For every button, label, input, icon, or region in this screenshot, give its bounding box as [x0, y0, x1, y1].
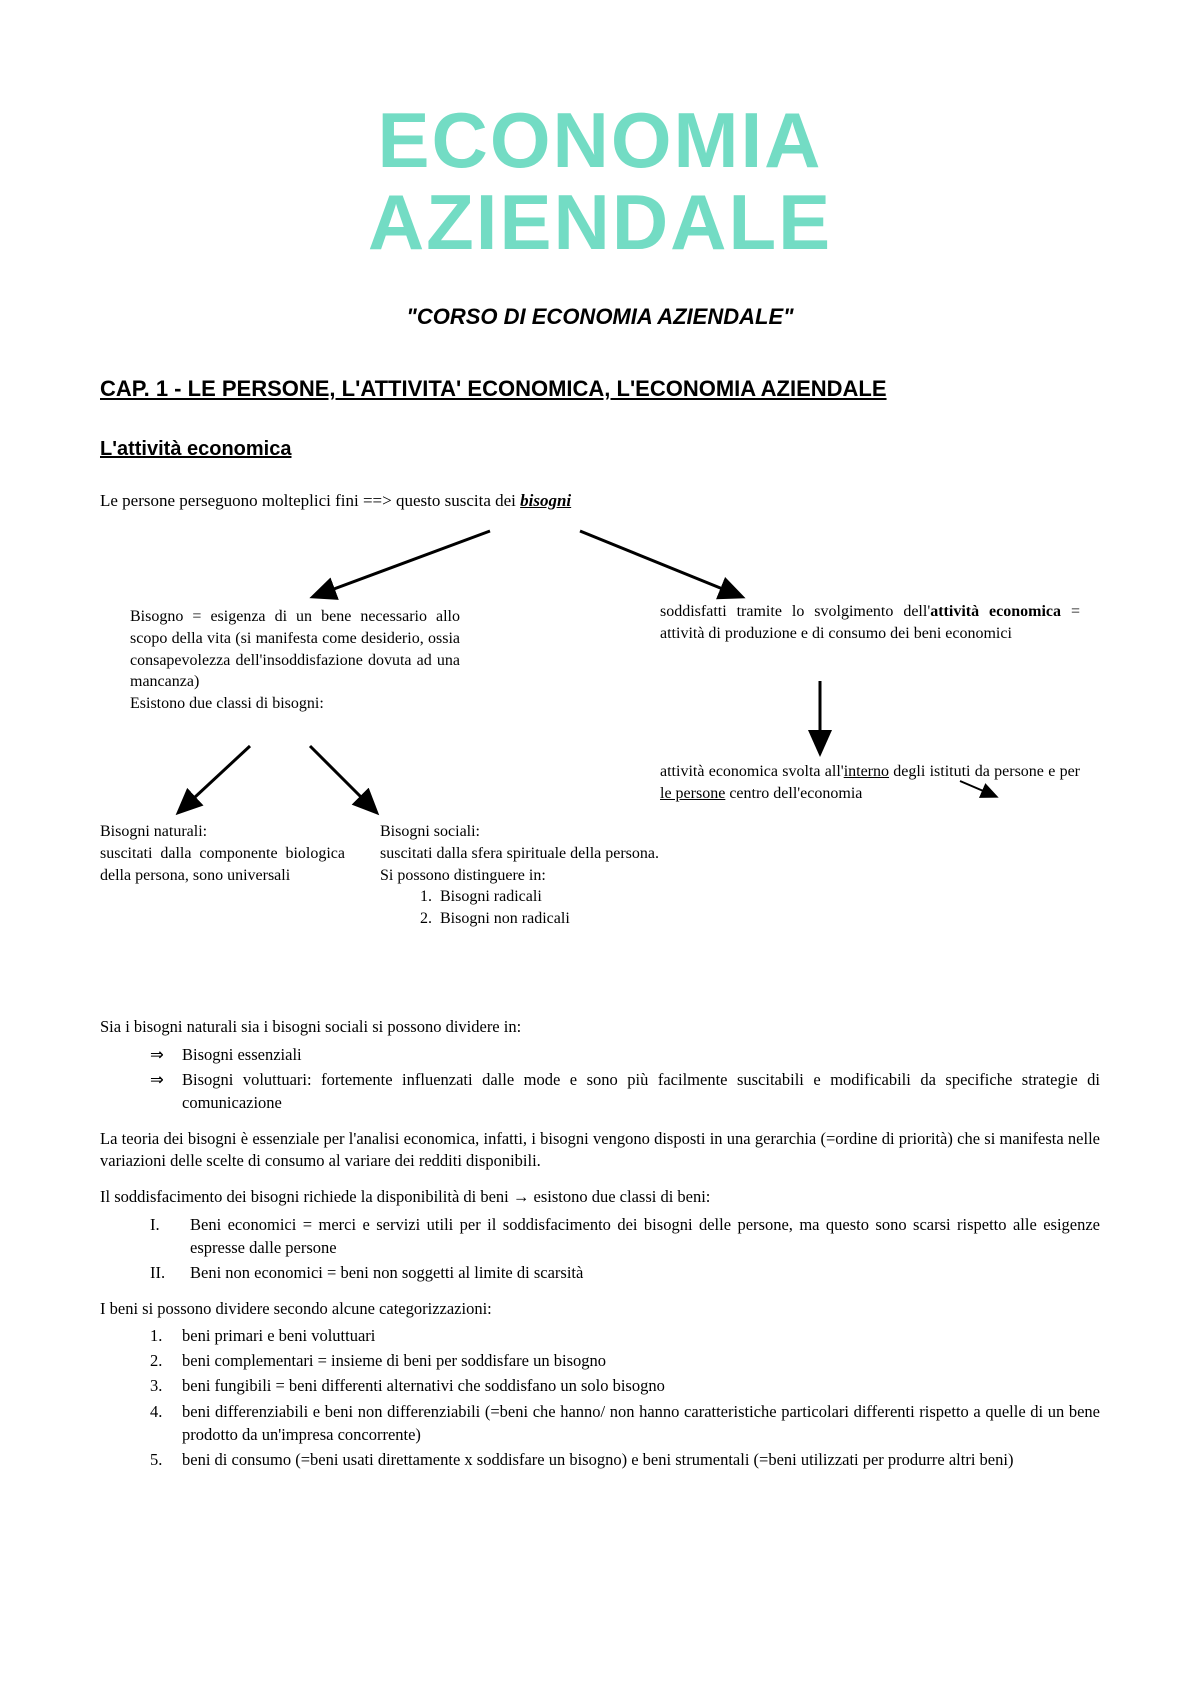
bisogno-definition: Bisogno = esigenza di un bene necessario… — [130, 606, 460, 714]
beni-classes-list: I. Beni economici = merci e servizi util… — [100, 1213, 1100, 1284]
intro-emphasis: bisogni — [520, 491, 571, 510]
diagram: Bisogno = esigenza di un bene necessario… — [100, 521, 1100, 1001]
para-soddisfacimento: Il soddisfacimento dei bisogni richiede … — [100, 1186, 1100, 1208]
list-item: 4. beni differenziabili e beni non diffe… — [100, 1400, 1100, 1446]
list-item: 2. beni complementari = insieme di beni … — [100, 1349, 1100, 1372]
list-marker: I. — [150, 1213, 190, 1259]
attivita-pre: soddisfatti tramite lo svolgimento dell' — [660, 603, 930, 620]
list-marker: 4. — [150, 1400, 182, 1446]
interno-mid: degli istituti da persone e per — [889, 763, 1080, 780]
list-item: I. Beni economici = merci e servizi util… — [100, 1213, 1100, 1259]
list-item: 1. beni primari e beni voluttuari — [100, 1324, 1100, 1347]
interno-u1: interno — [844, 763, 889, 780]
bisogni-sociali: Bisogni sociali: suscitati dalla sfera s… — [380, 821, 660, 929]
intro-pre: Le persone perseguono molteplici fini ==… — [100, 491, 520, 510]
bisogni-naturali: Bisogni naturali: suscitati dalla compon… — [100, 821, 345, 886]
interno-pre: attività economica svolta all' — [660, 763, 844, 780]
interno-post: centro dell'economia — [725, 785, 862, 802]
list-content: Bisogni essenziali — [182, 1043, 1100, 1066]
naturali-body: suscitati dalla componente biologica del… — [100, 845, 345, 884]
list-content: beni fungibili = beni differenti alterna… — [182, 1374, 1100, 1397]
list-item: ⇒ Bisogni voluttuari: fortemente influen… — [100, 1068, 1100, 1114]
subtitle: "CORSO DI ECONOMIA AZIENDALE" — [100, 304, 1100, 330]
list-marker: 5. — [150, 1448, 182, 1471]
list-marker: 3. — [150, 1374, 182, 1397]
list-content: beni differenziabili e beni non differen… — [182, 1400, 1100, 1446]
bisogno-sub: Esistono due classi di bisogni: — [130, 695, 324, 712]
sociali-sub: Si possono distinguere in: — [380, 867, 546, 884]
list-content: Bisogni voluttuari: fortemente influenza… — [182, 1068, 1100, 1114]
list-marker: II. — [150, 1261, 190, 1284]
list-content: beni complementari = insieme di beni per… — [182, 1349, 1100, 1372]
intro-text: Le persone perseguono molteplici fini ==… — [100, 491, 1100, 511]
attivita-interno: attività economica svolta all'interno de… — [660, 761, 1080, 804]
title-line-2: AZIENDALE — [368, 178, 832, 266]
essenziali-list: ⇒ Bisogni essenziali ⇒ Bisogni voluttuar… — [100, 1043, 1100, 1114]
list-item: 5. beni di consumo (=beni usati direttam… — [100, 1448, 1100, 1471]
naturali-head: Bisogni naturali: — [100, 823, 207, 840]
para-dividere: Sia i bisogni naturali sia i bisogni soc… — [100, 1016, 1100, 1038]
list-marker: 1. — [150, 1324, 182, 1347]
list-marker: 2. — [150, 1349, 182, 1372]
list-item: II. Beni non economici = beni non sogget… — [100, 1261, 1100, 1284]
list-item: 3. beni fungibili = beni differenti alte… — [100, 1374, 1100, 1397]
interno-u2: le persone — [660, 785, 725, 802]
list-content: Beni economici = merci e servizi utili p… — [190, 1213, 1100, 1259]
list-content: beni primari e beni voluttuari — [182, 1324, 1100, 1347]
sociali-head: Bisogni sociali: — [380, 823, 480, 840]
chapter-heading: CAP. 1 - LE PERSONE, L'ATTIVITA' ECONOMI… — [100, 375, 1100, 404]
section-heading: L'attività economica — [100, 438, 1100, 461]
list-marker: ⇒ — [150, 1068, 182, 1114]
list-item: ⇒ Bisogni essenziali — [100, 1043, 1100, 1066]
categorizzazioni-list: 1. beni primari e beni voluttuari 2. ben… — [100, 1324, 1100, 1471]
bisogno-def-text: Bisogno = esigenza di un bene necessario… — [130, 608, 460, 690]
para-categorizzazioni: I beni si possono dividere secondo alcun… — [100, 1298, 1100, 1320]
attivita-bold: attività economica — [930, 603, 1061, 620]
attivita-economica: soddisfatti tramite lo svolgimento dell'… — [660, 601, 1080, 644]
list-marker: ⇒ — [150, 1043, 182, 1066]
sociali-item-1: 1. Bisogni radicali — [380, 886, 542, 908]
sociali-item-2: 2. Bisogni non radicali — [380, 908, 570, 930]
list-content: beni di consumo (=beni usati direttament… — [182, 1448, 1100, 1471]
title-line-1: ECONOMIA — [378, 96, 823, 184]
para-teoria: La teoria dei bisogni è essenziale per l… — [100, 1128, 1100, 1173]
page-title: ECONOMIA AZIENDALE — [100, 100, 1100, 264]
list-content: Beni non economici = beni non soggetti a… — [190, 1261, 1100, 1284]
sociali-body: suscitati dalla sfera spirituale della p… — [380, 843, 660, 865]
